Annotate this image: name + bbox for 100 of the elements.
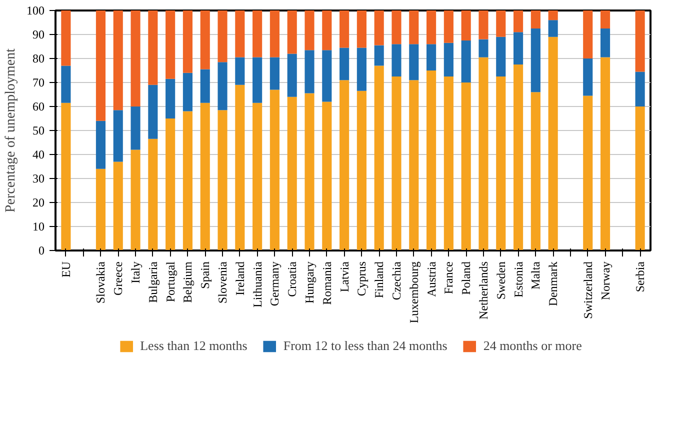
- x-tick-label: Romania: [320, 260, 334, 305]
- bar: [270, 10, 280, 58]
- bar: [182, 72, 193, 112]
- y-tick-label: 30: [32, 172, 44, 186]
- bar: [287, 10, 297, 54]
- bar: [96, 10, 106, 121]
- y-tick-label: 80: [32, 52, 44, 66]
- x-tick-label: Slovenia: [216, 260, 230, 304]
- y-tick-label: 70: [32, 76, 44, 90]
- bar: [635, 106, 645, 250]
- bar: [600, 10, 610, 28]
- bar: [235, 10, 245, 58]
- bar: [61, 10, 71, 66]
- x-tick-label: Czechia: [389, 260, 404, 300]
- bar: [148, 138, 158, 250]
- bar: [96, 168, 106, 250]
- bar: [374, 45, 384, 66]
- bar: [496, 10, 506, 37]
- bar: [583, 58, 593, 96]
- x-tick-label: Croatia: [285, 260, 300, 297]
- bar: [444, 42, 454, 76]
- y-tick-label: 10: [32, 220, 44, 234]
- y-tick-label: 20: [32, 196, 44, 210]
- x-tick-label: Malta: [528, 260, 543, 290]
- bar: [444, 76, 454, 250]
- x-tick-label: Lithuania: [250, 260, 264, 308]
- bar: [583, 96, 593, 250]
- x-tick-label: Spain: [198, 261, 212, 289]
- bar: [304, 93, 314, 250]
- legend-label: From 12 to less than 24 months: [283, 338, 448, 354]
- bar: [287, 96, 297, 250]
- bar: [583, 10, 593, 58]
- bar: [513, 32, 524, 64]
- bar: [182, 10, 193, 73]
- bar: [270, 90, 280, 250]
- bar: [426, 44, 436, 70]
- bar: [235, 84, 245, 250]
- x-tick-label: Greece: [111, 262, 126, 296]
- x-tick-label: Finland: [372, 261, 386, 298]
- bar: [374, 10, 384, 46]
- legend-label: 24 months or more: [483, 338, 582, 354]
- bar: [513, 10, 524, 32]
- bar: [166, 78, 176, 118]
- bar: [426, 10, 436, 44]
- bar: [218, 10, 228, 62]
- bar: [182, 111, 193, 250]
- x-tick-label: France: [442, 261, 456, 294]
- x-tick-label: Slovakia: [94, 260, 108, 304]
- bar: [635, 10, 645, 72]
- bar: [548, 20, 558, 37]
- x-tick-label: Austria: [424, 260, 438, 297]
- bar: [600, 28, 610, 58]
- x-tick-label: Netherlands: [476, 261, 490, 320]
- bar: [61, 66, 71, 103]
- bar: [130, 150, 140, 250]
- bar: [548, 10, 558, 20]
- x-tick-label: Luxembourg: [406, 261, 421, 324]
- bar: [461, 82, 471, 250]
- bar: [600, 57, 610, 250]
- y-tick-label: 50: [32, 124, 44, 138]
- bar: [426, 70, 436, 250]
- x-tick-label: Denmark: [546, 261, 560, 306]
- bar: [356, 10, 366, 48]
- y-tick-label: 40: [32, 148, 44, 162]
- bar: [270, 57, 280, 90]
- y-tick-label: 0: [38, 244, 44, 258]
- y-tick-label: 60: [32, 100, 44, 114]
- x-tick-label: Germany: [268, 261, 282, 306]
- bar: [61, 102, 71, 250]
- bar: [148, 10, 158, 85]
- x-tick-label: Bulgaria: [146, 260, 160, 303]
- bar: [200, 102, 210, 250]
- bar: [392, 44, 402, 76]
- x-tick-label: Latvia: [337, 260, 352, 292]
- bar: [166, 10, 176, 79]
- bar: [409, 44, 419, 80]
- x-tick-label: Portugal: [163, 260, 178, 302]
- y-tick-label: 100: [26, 4, 44, 18]
- bar: [322, 10, 332, 50]
- bar: [235, 57, 245, 85]
- bar: [252, 57, 262, 103]
- bar: [166, 118, 176, 250]
- legend-label: Less than 12 months: [140, 338, 248, 354]
- x-tick-label: Sweden: [494, 261, 508, 300]
- bar: [496, 76, 506, 250]
- bar: [478, 39, 488, 58]
- bar: [530, 92, 540, 250]
- bar: [356, 90, 366, 250]
- bar: [392, 76, 402, 250]
- bar: [322, 50, 332, 102]
- bar: [356, 48, 366, 91]
- bar: [304, 50, 314, 94]
- bar: [287, 54, 297, 97]
- bar: [340, 10, 350, 48]
- x-tick-label: Poland: [459, 261, 474, 295]
- bar: [96, 120, 106, 169]
- x-tick-label: EU: [58, 261, 73, 278]
- bar: [409, 80, 419, 250]
- bar: [635, 72, 645, 106]
- bar: [392, 10, 402, 44]
